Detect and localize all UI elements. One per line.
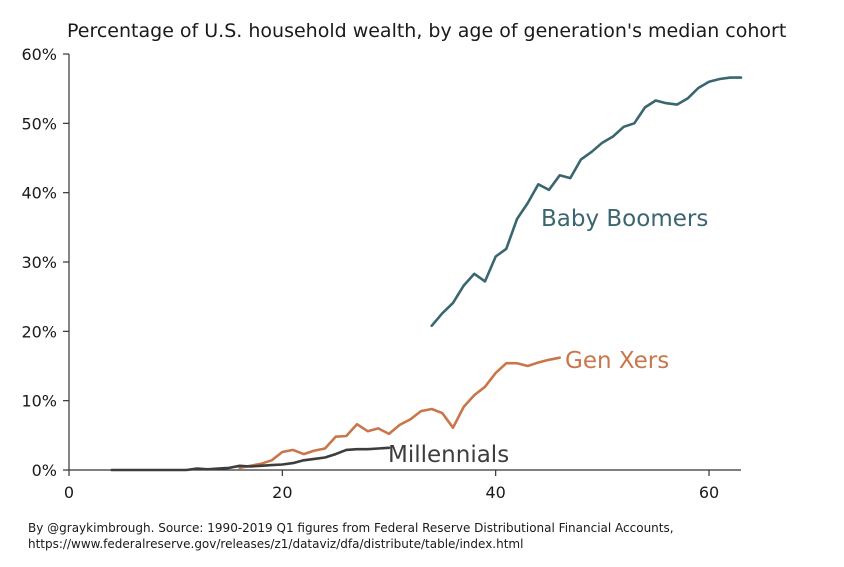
x-tick-label: 20 bbox=[272, 483, 292, 502]
y-tick-label: 40% bbox=[21, 184, 57, 203]
series-label-gen-xers: Gen Xers bbox=[565, 348, 669, 374]
source-line-2: https://www.federalreserve.gov/releases/… bbox=[28, 537, 524, 551]
series-label-baby-boomers: Baby Boomers bbox=[541, 206, 708, 232]
source-line-1: By @graykimbrough. Source: 1990-2019 Q1 … bbox=[28, 521, 674, 535]
source-note: By @graykimbrough. Source: 1990-2019 Q1 … bbox=[28, 520, 674, 552]
series-label-millennials: Millennials bbox=[388, 442, 509, 468]
y-tick-label: 0% bbox=[32, 461, 57, 480]
y-tick-label: 20% bbox=[21, 322, 57, 341]
y-tick-label: 30% bbox=[21, 253, 57, 272]
series-line-baby-boomers bbox=[430, 76, 743, 328]
y-tick-label: 50% bbox=[21, 114, 57, 133]
x-tick-label: 60 bbox=[699, 483, 719, 502]
x-tick-label: 0 bbox=[64, 483, 74, 502]
series-lines bbox=[110, 76, 743, 472]
y-tick-label: 60% bbox=[21, 45, 57, 64]
x-tick-label: 40 bbox=[485, 483, 505, 502]
series-labels: Baby Boomers Gen Xers Millennials bbox=[388, 206, 708, 468]
axes: 0 20 40 60 0% 10% 20% 30% 40% 50% 60% bbox=[21, 45, 741, 502]
series-line-gen-xers bbox=[238, 356, 562, 470]
y-tick-label: 10% bbox=[21, 392, 57, 411]
series-line-millennials bbox=[110, 446, 391, 472]
chart-title: Percentage of U.S. household wealth, by … bbox=[67, 20, 787, 42]
